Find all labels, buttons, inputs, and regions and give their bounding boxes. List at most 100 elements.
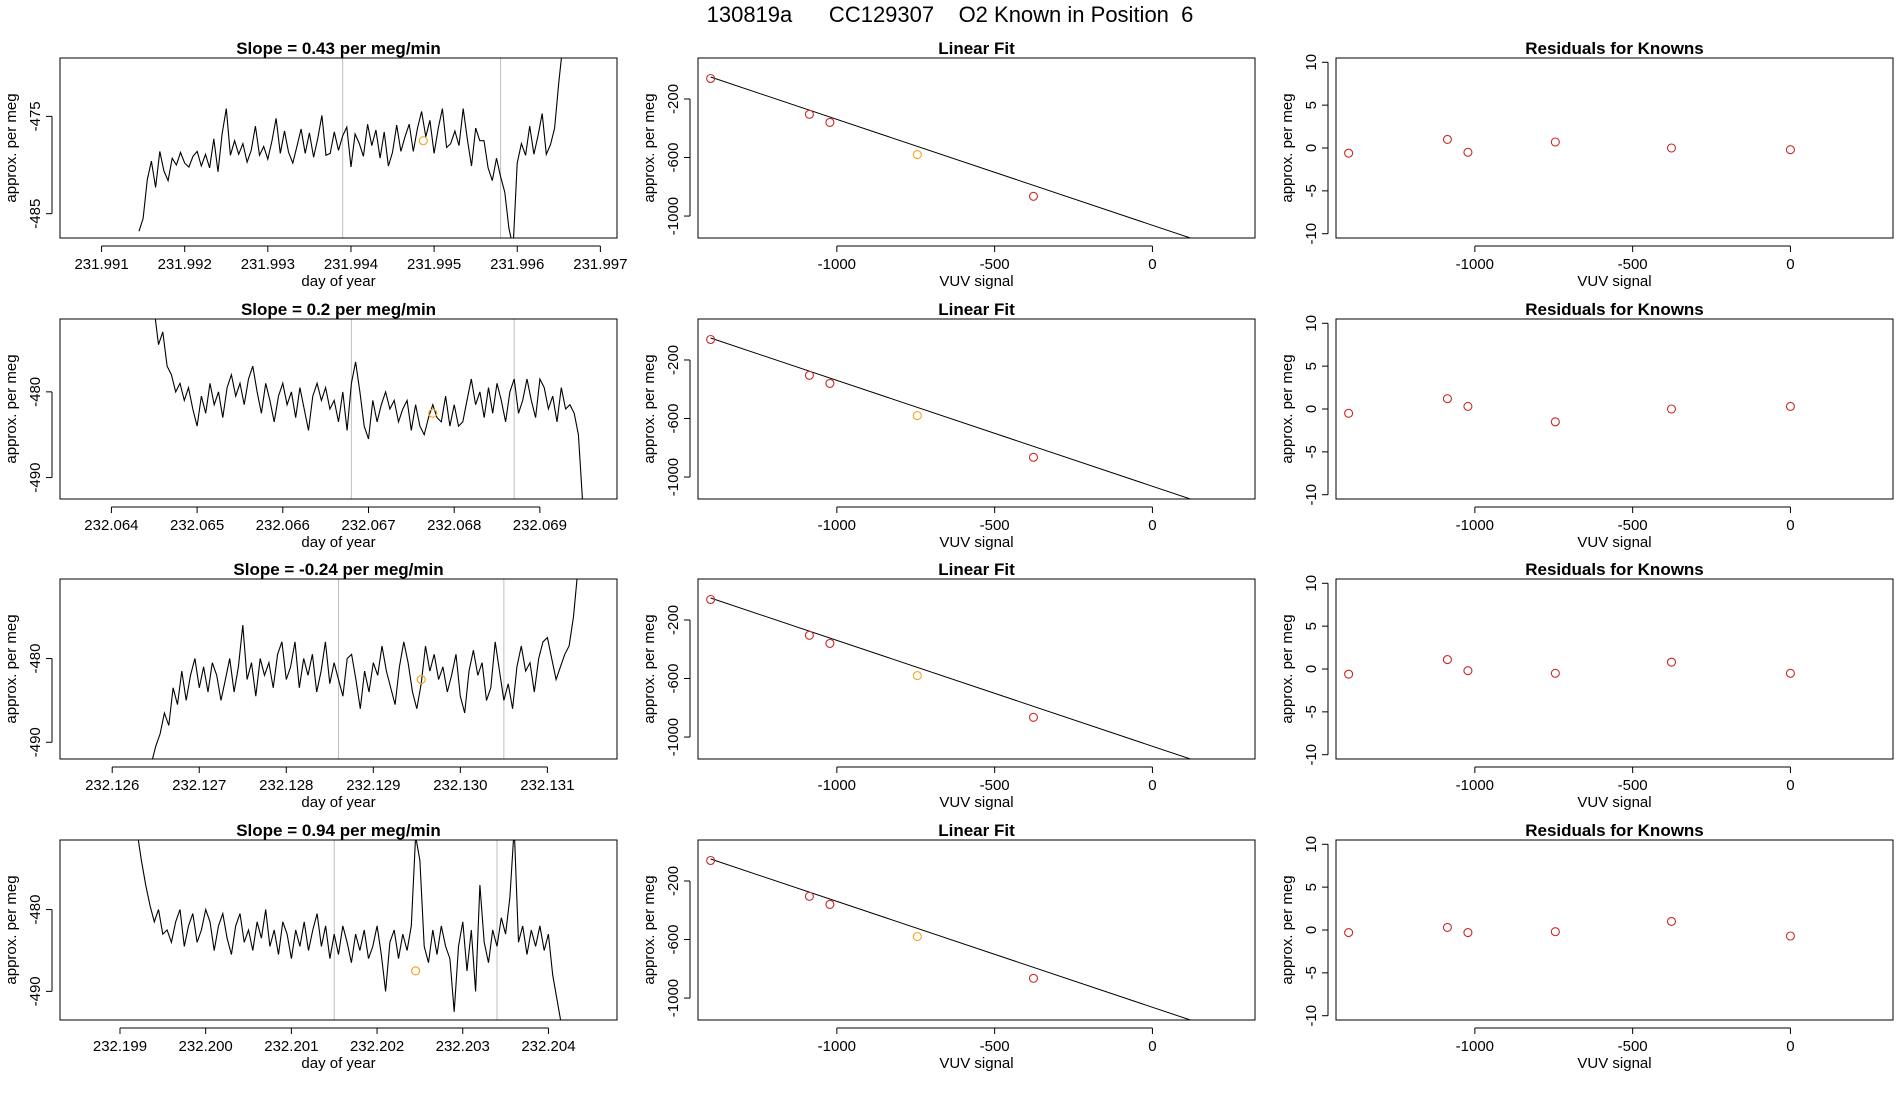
highlight-point (418, 136, 428, 146)
data-point (804, 891, 814, 901)
plot-area (1344, 655, 1795, 679)
panel-0-0: Slope = 0.43 per meg/min 231.991 231.992 23… (3, 39, 627, 290)
y-tick-label: -10 (1303, 223, 1320, 245)
y-axis-label: approx. per meg (1279, 354, 1296, 463)
y-tick-label: -490 (27, 463, 44, 493)
data-point (1442, 655, 1452, 665)
y-tick-label: 5 (1303, 883, 1320, 891)
y-tick-label: -480 (27, 644, 44, 674)
x-tick-label: -500 (1618, 777, 1648, 794)
data-point (1463, 666, 1473, 676)
x-tick-label: 231.995 (407, 256, 461, 273)
y-tick-label: 10 (1303, 836, 1320, 853)
x-tick-label: 0 (1786, 517, 1794, 534)
chart-title: Linear Fit (938, 560, 1015, 579)
fit-line (710, 76, 1192, 238)
x-tick-label: 0 (1148, 1038, 1156, 1055)
y-axis-label: approx. per meg (3, 875, 20, 984)
y-axis-label: approx. per meg (641, 93, 658, 202)
x-tick-label: 232.199 (93, 1038, 147, 1055)
x-tick-label: -500 (1618, 256, 1648, 273)
y-axis-label: approx. per meg (641, 875, 658, 984)
x-tick-label: 232.131 (520, 777, 574, 794)
y-axis-label: approx. per meg (3, 93, 20, 202)
plot-frame (59, 318, 618, 500)
y-tick-label: -5 (1303, 184, 1320, 197)
plot-area (706, 594, 1192, 759)
y-tick-label: 0 (1303, 405, 1320, 413)
y-tick-label: -600 (665, 142, 682, 172)
data-point (1442, 134, 1452, 144)
plot-area (706, 334, 1192, 499)
y-tick-label: -1000 (665, 197, 682, 235)
chart-title: Linear Fit (938, 300, 1015, 319)
panel-3-2: Residuals for Knowns -1000 -500 0 VUV signal… (1279, 821, 1894, 1072)
y-tick-label: -10 (1303, 744, 1320, 766)
y-tick-label: 10 (1303, 54, 1320, 71)
y-tick-label: -600 (665, 924, 682, 954)
series-line (154, 319, 583, 499)
plot-frame (697, 318, 1256, 500)
x-tick-label: 231.994 (324, 256, 378, 273)
data-point (1344, 148, 1354, 158)
plot-area (706, 73, 1192, 238)
x-axis-label: VUV signal (1577, 273, 1651, 290)
y-tick-label: -490 (27, 727, 44, 757)
x-tick-label: -1000 (1456, 1038, 1494, 1055)
y-tick-label: 0 (1303, 926, 1320, 934)
x-tick-label: -500 (980, 777, 1010, 794)
x-tick-label: 232.129 (346, 777, 400, 794)
plot-frame (1335, 318, 1894, 500)
panel-1-2: Residuals for Knowns -1000 -500 0 VUV signal… (1279, 300, 1894, 551)
data-point (1463, 928, 1473, 938)
chart-title: Residuals for Knowns (1525, 821, 1704, 840)
data-point (1344, 928, 1354, 938)
x-tick-label: -500 (980, 1038, 1010, 1055)
x-tick-label: -1000 (818, 1038, 856, 1055)
y-tick-label: -600 (665, 403, 682, 433)
x-axis-label: VUV signal (939, 1055, 1013, 1072)
x-tick-label: 232.200 (179, 1038, 233, 1055)
x-tick-label: 0 (1786, 256, 1794, 273)
x-tick-label: 232.203 (436, 1038, 490, 1055)
y-tick-label: 10 (1303, 575, 1320, 592)
plot-area (1344, 916, 1795, 941)
y-tick-label: -480 (27, 377, 44, 407)
data-point (1785, 668, 1795, 678)
y-tick-label: -475 (27, 101, 44, 131)
x-tick-label: -500 (1618, 517, 1648, 534)
panel-1-1: Linear Fit -1000 -500 0 VUV signal -200 -600 -1… (641, 300, 1256, 551)
x-tick-label: 231.997 (573, 256, 627, 273)
y-tick-label: -200 (665, 84, 682, 114)
y-tick-label: -490 (27, 976, 44, 1006)
x-axis-label: day of year (301, 1055, 375, 1072)
y-axis-label: approx. per meg (1279, 93, 1296, 202)
data-point (706, 855, 716, 866)
x-tick-label: -1000 (818, 517, 856, 534)
series-line (138, 58, 562, 238)
x-tick-label: 232.128 (259, 777, 313, 794)
x-tick-label: -1000 (1456, 777, 1494, 794)
y-tick-label: -5 (1303, 445, 1320, 458)
data-point (825, 899, 835, 909)
y-tick-label: -1000 (665, 979, 682, 1017)
highlight-point (912, 671, 922, 681)
data-point (1550, 927, 1560, 937)
panel-1-0: Slope = 0.2 per meg/min 232.064 232.065 232… (3, 300, 618, 551)
data-point (1550, 137, 1560, 147)
x-tick-label: 232.126 (85, 777, 139, 794)
data-point (1028, 712, 1039, 722)
chart-title: Slope = 0.94 per meg/min (236, 821, 441, 840)
y-axis-label: approx. per meg (1279, 875, 1296, 984)
data-point (825, 117, 835, 127)
data-point (1666, 404, 1677, 414)
x-tick-label: 0 (1148, 517, 1156, 534)
fit-line (710, 337, 1192, 499)
data-point (1442, 394, 1452, 404)
x-tick-label: 231.992 (158, 256, 212, 273)
plot-frame (697, 839, 1256, 1021)
plot-frame (1335, 578, 1894, 760)
y-tick-label: 0 (1303, 665, 1320, 673)
x-axis-label: VUV signal (1577, 534, 1651, 551)
x-tick-label: 232.127 (172, 777, 226, 794)
